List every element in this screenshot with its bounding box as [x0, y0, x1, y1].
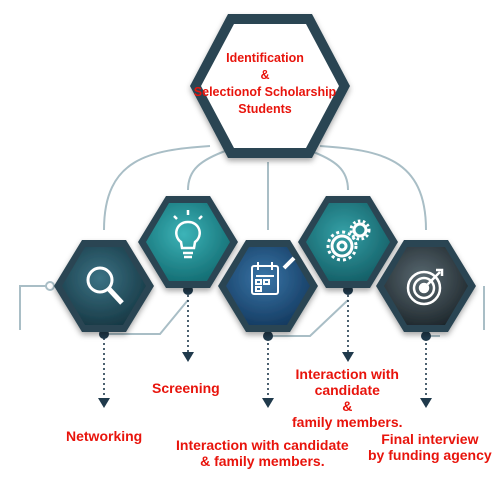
- title-line-4: Students: [238, 102, 292, 116]
- magnifier-icon: [86, 266, 124, 305]
- target-icon: [406, 268, 444, 306]
- step-hexagon-interaction-2: [298, 196, 398, 288]
- title-line-3: Selectionof Scholarship: [193, 85, 337, 99]
- diagram-title: Identification & Selectionof Scholarship…: [190, 50, 340, 118]
- gears-icon: [326, 219, 371, 262]
- step-hexagon-screening: [138, 196, 238, 288]
- title-line-1: Identification: [226, 51, 304, 65]
- step-hexagon-networking: [54, 240, 154, 332]
- dotted-arrows: [103, 290, 427, 398]
- title-line-2: &: [260, 68, 270, 82]
- planner-pencil-icon: [251, 256, 296, 295]
- step-hexagon-final-interview: [376, 240, 476, 332]
- label-screening: Screening: [152, 380, 220, 396]
- lightbulb-icon: [173, 210, 203, 259]
- label-networking: Networking: [66, 428, 143, 444]
- arrow-heads: [98, 352, 432, 408]
- title-hexagon: [190, 14, 350, 158]
- step-hexagon-interaction-1: [218, 240, 318, 332]
- label-interaction-family: Interaction with candidate & family memb…: [292, 366, 403, 430]
- connector-lines: [19, 145, 485, 337]
- label-final-interview: Final interview by funding agency: [368, 431, 492, 463]
- label-interaction-candidate: Interaction with candidate & family memb…: [176, 437, 349, 469]
